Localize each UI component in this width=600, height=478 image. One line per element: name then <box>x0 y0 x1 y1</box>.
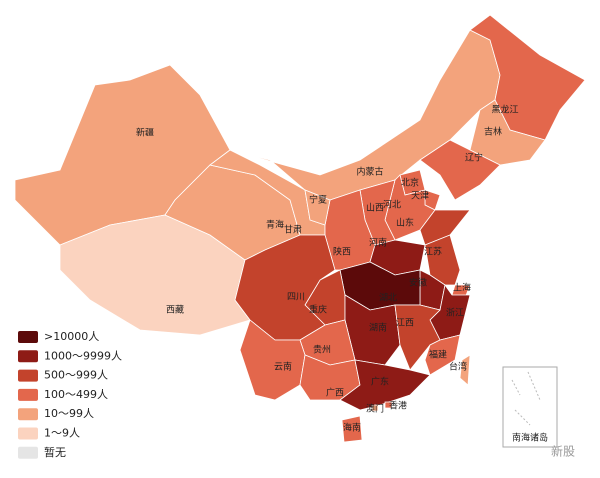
province-label: 新疆 <box>136 127 154 139</box>
province-label: 贵州 <box>313 344 331 356</box>
watermark: 新股 <box>551 444 575 459</box>
legend-swatch <box>18 427 38 440</box>
legend-swatch <box>18 388 38 401</box>
province <box>424 334 461 376</box>
province-label: 湖南 <box>369 322 387 334</box>
province-label: 广西 <box>326 387 344 399</box>
province-label: 河北 <box>383 199 401 211</box>
province-label: 西藏 <box>166 304 184 316</box>
province-label: 浙江 <box>446 307 464 319</box>
province-label: 福建 <box>429 349 447 361</box>
province-label: 宁夏 <box>309 194 327 206</box>
legend-label: 100～499人 <box>44 388 108 401</box>
legend-label: 10～99人 <box>44 407 94 420</box>
province-label: 香港 <box>389 400 407 412</box>
south-china-sea-inset: 南海诸岛 <box>502 366 558 448</box>
legend-swatch <box>18 350 38 363</box>
legend-label: 1000～9999人 <box>44 349 122 362</box>
province-label: 广东 <box>371 376 389 388</box>
province-label: 云南 <box>274 361 292 373</box>
province <box>339 359 431 411</box>
province <box>304 189 331 226</box>
legend-swatch <box>18 331 38 343</box>
province-label: 重庆 <box>309 304 327 316</box>
province-label: 山西 <box>366 203 384 214</box>
province-label: 四川 <box>287 293 305 303</box>
province-label: 内蒙古 <box>356 166 383 178</box>
province-label: 海南 <box>343 422 361 434</box>
province-label: 青海 <box>266 219 284 231</box>
regions <box>14 14 586 443</box>
province-label: 吉林 <box>484 126 502 138</box>
legend-label: 1～9人 <box>44 427 80 440</box>
province-label: 江苏 <box>424 246 442 258</box>
province-label: 北京 <box>401 177 419 189</box>
legend-label: 暂无 <box>44 446 66 459</box>
province-label: 陕西 <box>333 246 351 258</box>
legend: >10000人 1000～9999人 500～999人 100～499人 10～99人 1… <box>18 330 122 459</box>
legend-swatch <box>18 369 38 382</box>
province-label: 澳门 <box>366 403 384 415</box>
inset-label: 南海诸岛 <box>512 432 548 444</box>
province-label: 台湾 <box>449 361 467 373</box>
legend-label: >10000人 <box>44 330 99 343</box>
province-label: 安徽 <box>409 277 427 289</box>
inset-islands <box>511 371 541 426</box>
legend-label: 500～999人 <box>44 369 108 382</box>
province <box>384 401 393 409</box>
province <box>419 139 501 201</box>
province-label: 黑龙江 <box>491 104 518 116</box>
province-label: 湖北 <box>379 293 397 304</box>
province <box>459 354 471 386</box>
province <box>419 209 471 246</box>
legend-swatch <box>18 408 38 421</box>
province-label: 山东 <box>396 217 414 229</box>
province-label: 江西 <box>396 318 414 329</box>
province-label: 上海 <box>453 282 471 294</box>
province <box>371 404 379 412</box>
legend-swatch <box>18 446 38 459</box>
province <box>341 415 363 443</box>
province-label: 辽宁 <box>465 152 483 164</box>
province-label: 甘肃 <box>284 224 302 236</box>
province-label: 河南 <box>369 237 387 249</box>
province-label: 天津 <box>411 191 429 202</box>
